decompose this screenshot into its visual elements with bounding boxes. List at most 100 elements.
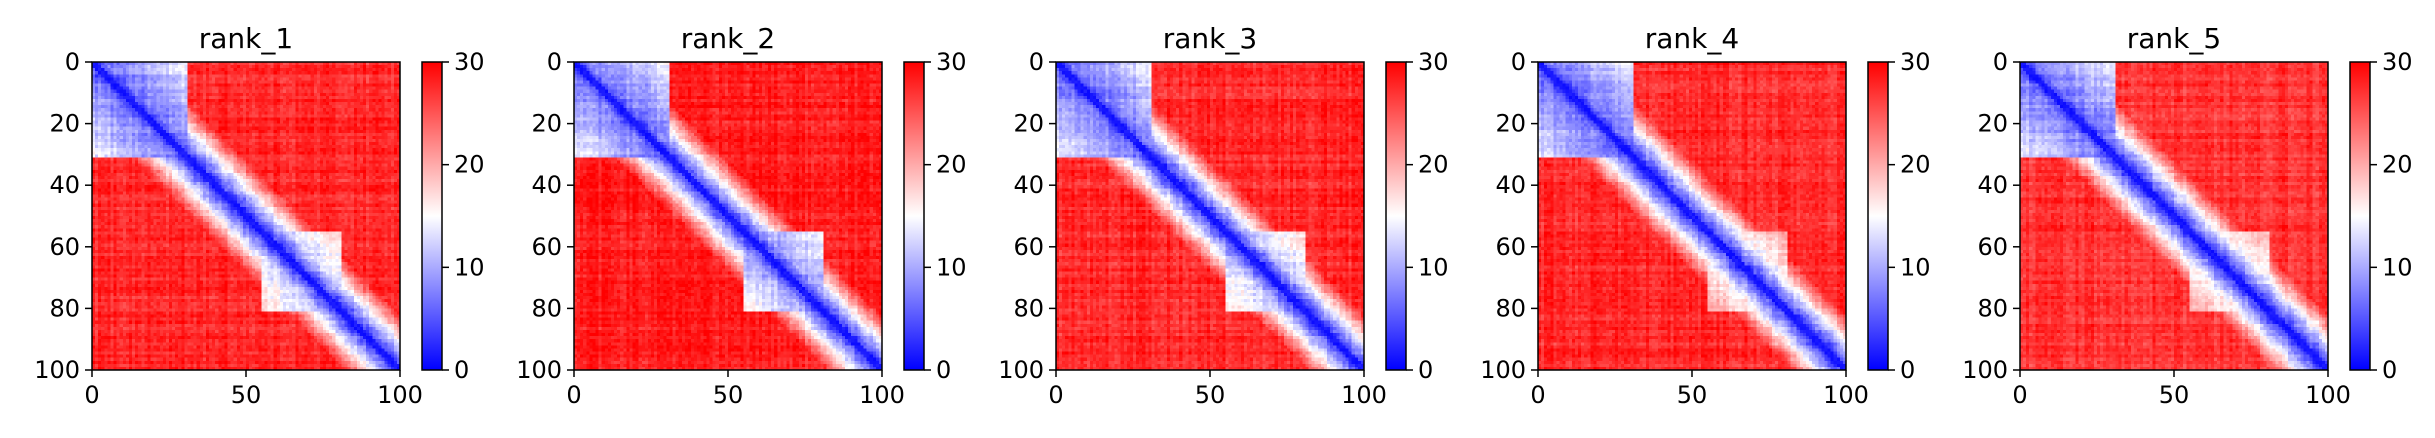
heatmap-cell: [107, 130, 110, 133]
heatmap-cell: [320, 68, 323, 71]
heatmap-cell: [234, 124, 237, 127]
heatmap-cell: [203, 96, 206, 99]
heatmap-cell: [141, 102, 144, 105]
heatmap-cell: [305, 108, 308, 111]
heatmap-cell: [221, 108, 224, 111]
heatmap-cell: [246, 90, 249, 93]
heatmap-cell: [184, 139, 187, 142]
heatmap-cell: [166, 136, 169, 139]
heatmap-cell: [305, 139, 308, 142]
heatmap-cell: [101, 114, 104, 117]
heatmap-cell: [231, 117, 234, 120]
heatmap-cell: [126, 84, 129, 87]
heatmap-cell: [301, 90, 304, 93]
heatmap-cell: [363, 90, 366, 93]
heatmap-cell: [271, 77, 274, 80]
heatmap-cell: [144, 105, 147, 108]
heatmap-cell: [231, 136, 234, 139]
heatmap-cell: [221, 133, 224, 136]
heatmap-cell: [191, 127, 194, 130]
heatmap-cell: [243, 136, 246, 139]
heatmap-cell: [271, 80, 274, 83]
heatmap-cell: [305, 136, 308, 139]
heatmap-cell: [366, 65, 369, 68]
heatmap-cell: [388, 65, 391, 68]
heatmap-cell: [123, 105, 126, 108]
heatmap-cell: [298, 105, 301, 108]
heatmap-cell: [323, 71, 326, 74]
heatmap-cell: [228, 124, 231, 127]
heatmap-cell: [184, 145, 187, 148]
heatmap-cell: [197, 130, 200, 133]
heatmap-cell: [234, 71, 237, 74]
heatmap-cell: [224, 65, 227, 68]
heatmap-cell: [147, 65, 150, 68]
heatmap-cell: [212, 111, 215, 114]
heatmap-cell: [391, 148, 394, 151]
heatmap-cell: [369, 80, 372, 83]
heatmap-cell: [308, 96, 311, 99]
heatmap-cell: [101, 99, 104, 102]
heatmap-cell: [151, 114, 154, 117]
heatmap-cell: [175, 136, 178, 139]
heatmap-cell: [224, 87, 227, 90]
heatmap-cell: [163, 65, 166, 68]
heatmap-cell: [264, 139, 267, 142]
heatmap-cell: [154, 90, 157, 93]
heatmap-cell: [280, 148, 283, 151]
heatmap-cell: [209, 117, 212, 120]
heatmap-cell: [129, 136, 132, 139]
heatmap-cell: [308, 121, 311, 124]
heatmap-cell: [114, 80, 117, 83]
heatmap-cell: [157, 93, 160, 96]
heatmap-cell: [157, 74, 160, 77]
heatmap-cell: [348, 114, 351, 117]
heatmap-cell: [191, 148, 194, 151]
heatmap-cell: [169, 74, 172, 77]
heatmap-cell: [184, 130, 187, 133]
heatmap-cell: [147, 96, 150, 99]
heatmap-cell: [147, 124, 150, 127]
heatmap-cell: [224, 151, 227, 154]
heatmap-cell: [172, 93, 175, 96]
heatmap-cell: [354, 148, 357, 151]
heatmap-cell: [224, 105, 227, 108]
heatmap-cell: [117, 127, 120, 130]
heatmap-cell: [311, 133, 314, 136]
heatmap-cell: [360, 80, 363, 83]
heatmap-cell: [138, 111, 141, 114]
heatmap-cell: [218, 136, 221, 139]
heatmap-cell: [191, 68, 194, 71]
heatmap-cell: [261, 124, 264, 127]
heatmap-cell: [382, 139, 385, 142]
heatmap-cell: [388, 139, 391, 142]
heatmap-cell: [175, 65, 178, 68]
heatmap-cell: [212, 121, 215, 124]
heatmap-cell: [243, 96, 246, 99]
heatmap-cell: [104, 111, 107, 114]
heatmap-cell: [345, 87, 348, 90]
heatmap-cell: [181, 102, 184, 105]
heatmap-cell: [289, 133, 292, 136]
heatmap-cell: [264, 145, 267, 148]
heatmap-cell: [354, 121, 357, 124]
heatmap-cell: [258, 127, 261, 130]
heatmap-cell: [283, 127, 286, 130]
heatmap-cell: [295, 117, 298, 120]
heatmap-cell: [268, 148, 271, 151]
heatmap-cell: [249, 111, 252, 114]
heatmap-cell: [187, 142, 190, 145]
heatmap-cell: [228, 65, 231, 68]
heatmap-cell: [323, 124, 326, 127]
heatmap-cell: [154, 84, 157, 87]
heatmap-cell: [203, 71, 206, 74]
heatmap-cell: [357, 133, 360, 136]
heatmap-cell: [132, 148, 135, 151]
heatmap-cell: [160, 93, 163, 96]
heatmap-cell: [224, 136, 227, 139]
heatmap-cell: [206, 93, 209, 96]
heatmap-cell: [305, 133, 308, 136]
heatmap-cell: [323, 133, 326, 136]
heatmap-cell: [301, 121, 304, 124]
heatmap-cell: [243, 139, 246, 142]
